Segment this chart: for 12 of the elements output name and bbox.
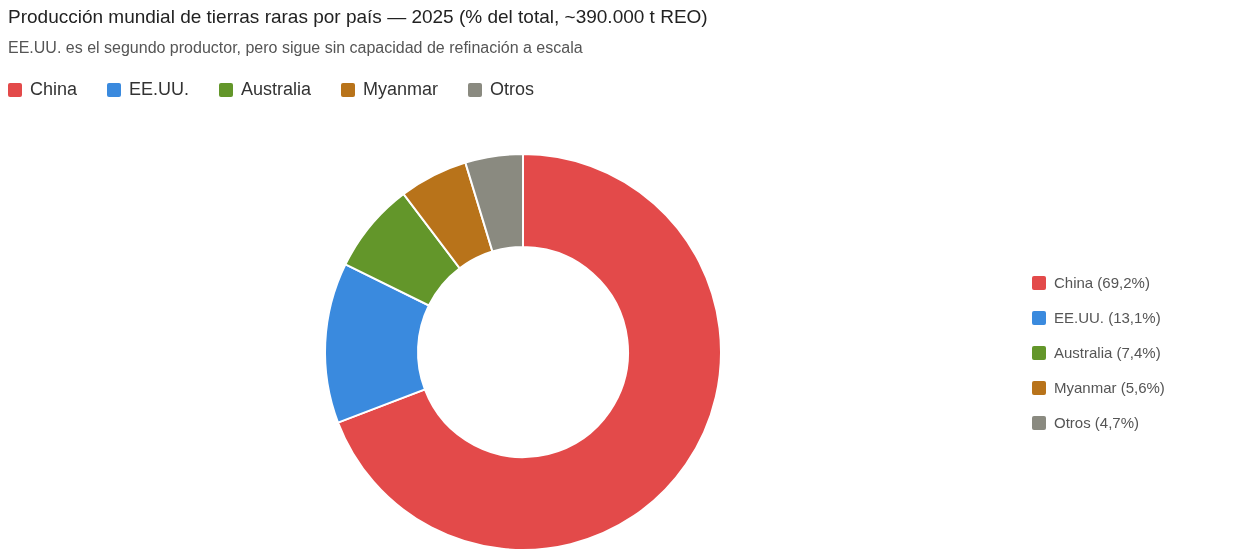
category-label: China (69,2%)	[1054, 274, 1150, 291]
legend-label: Otros	[489, 79, 535, 100]
legend-label: EE.UU.	[128, 79, 190, 100]
legend-label: Myanmar	[362, 79, 439, 100]
chart-subtitle: EE.UU. es el segundo productor, pero sigue sin capacidad de refinación a escala	[8, 38, 584, 58]
category-label: Otros (4,7%)	[1054, 414, 1140, 431]
legend-label: Australia	[240, 79, 312, 100]
category-label: Australia (7,4%)	[1054, 344, 1161, 361]
category-label: EE.UU. (13,1%)	[1054, 309, 1161, 326]
category-label: Myanmar (5,6%)	[1054, 379, 1165, 396]
chart-title: Producción mundial de tierras raras por país — 2025 (% del total, ~390.000 t REO)	[8, 5, 709, 28]
legend-label: China	[29, 79, 78, 100]
